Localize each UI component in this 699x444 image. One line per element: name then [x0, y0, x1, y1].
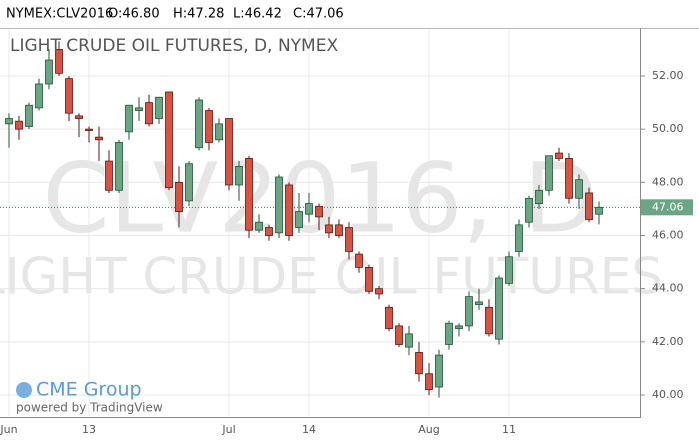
credit: powered by TradingView — [16, 401, 163, 415]
candle-body — [585, 192, 593, 220]
candle-body — [245, 158, 253, 231]
candle-body — [305, 203, 313, 215]
candle-body — [485, 306, 493, 335]
candle-body — [555, 152, 563, 159]
candle-body — [325, 224, 333, 234]
candle-body — [155, 96, 163, 119]
candle-body — [105, 160, 113, 191]
header-open: O:46.80 — [108, 7, 160, 22]
candle-body — [15, 120, 23, 130]
logo: CME Group powered by TradingView — [16, 379, 163, 415]
candle-body — [285, 184, 293, 236]
candle-body — [55, 49, 63, 74]
candle-body — [175, 181, 183, 212]
watermark: CLV2016, D — [43, 142, 598, 254]
candle-body — [505, 256, 513, 284]
header-close: C:47.06 — [293, 7, 344, 22]
x-tick-label: Jul — [221, 423, 235, 436]
candle-body — [535, 189, 543, 204]
candle-body — [145, 102, 153, 125]
x-tick-label: Jun — [0, 423, 18, 436]
candle-body — [35, 83, 43, 109]
candle-body — [205, 110, 213, 143]
x-tick-label: 11 — [502, 423, 516, 436]
candle-body — [415, 352, 423, 375]
y-tick-label: 52.00 — [652, 69, 684, 82]
candle-body — [395, 325, 403, 345]
candle-body — [425, 373, 433, 391]
candle-body — [405, 333, 413, 348]
candle-body — [85, 128, 93, 131]
x-tick-label: 13 — [82, 423, 96, 436]
candle-body — [375, 288, 383, 295]
candle-body — [125, 104, 133, 133]
candle-body — [75, 115, 83, 119]
x-tick-label: 14 — [302, 423, 316, 436]
y-tick-label: 42.00 — [652, 335, 684, 348]
candle-body — [25, 104, 33, 127]
y-tick-label: 48.00 — [652, 175, 684, 188]
candle-body — [265, 227, 273, 236]
header-symbol: NYMEX:CLV2016 — [6, 7, 113, 22]
candle-body — [525, 197, 533, 223]
last-price-tag — [641, 199, 693, 216]
candle-body — [165, 91, 173, 189]
candle-body — [455, 325, 463, 329]
candle-body — [435, 354, 443, 388]
candle-body — [565, 158, 573, 199]
watermark: LIGHT CRUDE OIL FUTURES — [0, 248, 663, 306]
candle-body — [315, 205, 323, 218]
candle-body — [95, 136, 103, 141]
candle-body — [365, 266, 373, 292]
candle-body — [595, 206, 603, 215]
candle-body — [475, 301, 483, 306]
candle-body — [115, 142, 123, 191]
candle-body — [465, 296, 473, 327]
candle-body — [385, 306, 393, 329]
header-low: L:46.42 — [233, 7, 282, 22]
candle-body — [355, 253, 363, 268]
y-tick-label: 40.00 — [652, 388, 684, 401]
y-tick-label: 44.00 — [652, 282, 684, 295]
chart-title: LIGHT CRUDE OIL FUTURES, D, NYMEX — [10, 36, 338, 56]
candle-body — [445, 322, 453, 345]
candle-body — [345, 227, 353, 252]
candle-body — [255, 221, 263, 231]
candle-body — [495, 277, 503, 340]
candle-body — [45, 59, 53, 85]
candle-body — [5, 118, 13, 125]
logo-icon — [16, 382, 32, 398]
candle-body — [185, 163, 193, 202]
header-high: H:47.28 — [173, 7, 224, 22]
y-tick-label: 50.00 — [652, 122, 684, 135]
logo-text: CME Group — [36, 379, 142, 401]
candle-body — [235, 165, 243, 186]
candle-body — [225, 118, 233, 186]
candle-body — [575, 179, 583, 199]
candle-body — [275, 176, 283, 234]
candle-body — [545, 155, 553, 191]
candle-body — [215, 123, 223, 141]
y-tick-label: 46.00 — [652, 228, 684, 241]
x-tick-label: Aug — [418, 423, 439, 436]
last-price-label: 47.06 — [652, 200, 684, 213]
candle-body — [335, 224, 343, 236]
candle-body — [295, 211, 303, 228]
candle-body — [135, 107, 143, 111]
candle-body — [195, 99, 203, 149]
candle-body — [515, 224, 523, 252]
candle-body — [65, 78, 73, 114]
